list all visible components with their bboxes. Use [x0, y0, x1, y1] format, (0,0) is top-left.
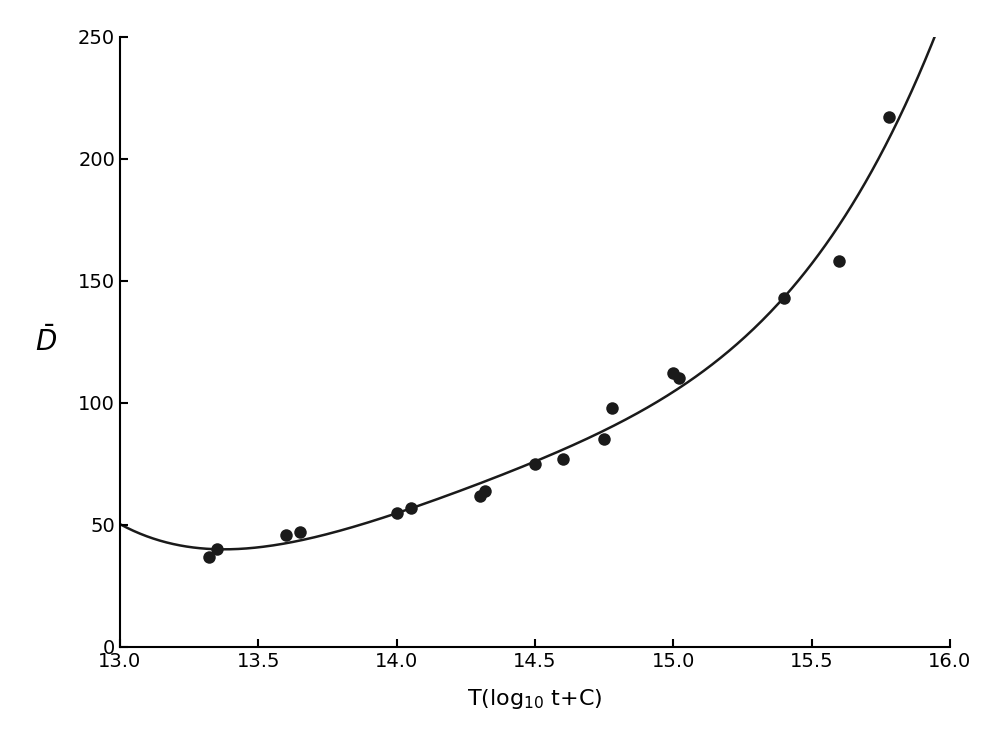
- Point: [278, 528, 294, 540]
- Point: [472, 490, 488, 501]
- Point: [527, 458, 543, 470]
- Y-axis label: $\bar{D}$: $\bar{D}$: [35, 326, 57, 357]
- Point: [831, 255, 847, 267]
- Point: [596, 434, 612, 445]
- Point: [201, 551, 217, 562]
- Point: [389, 506, 405, 518]
- Point: [402, 502, 419, 514]
- Point: [776, 292, 792, 304]
- Point: [604, 402, 620, 414]
- Point: [555, 453, 571, 465]
- Point: [881, 112, 897, 123]
- Point: [477, 485, 493, 497]
- X-axis label: T(log$_{10}$ t+C): T(log$_{10}$ t+C): [467, 687, 603, 711]
- Point: [671, 373, 687, 384]
- Point: [209, 543, 225, 555]
- Point: [665, 368, 681, 379]
- Point: [292, 526, 308, 538]
